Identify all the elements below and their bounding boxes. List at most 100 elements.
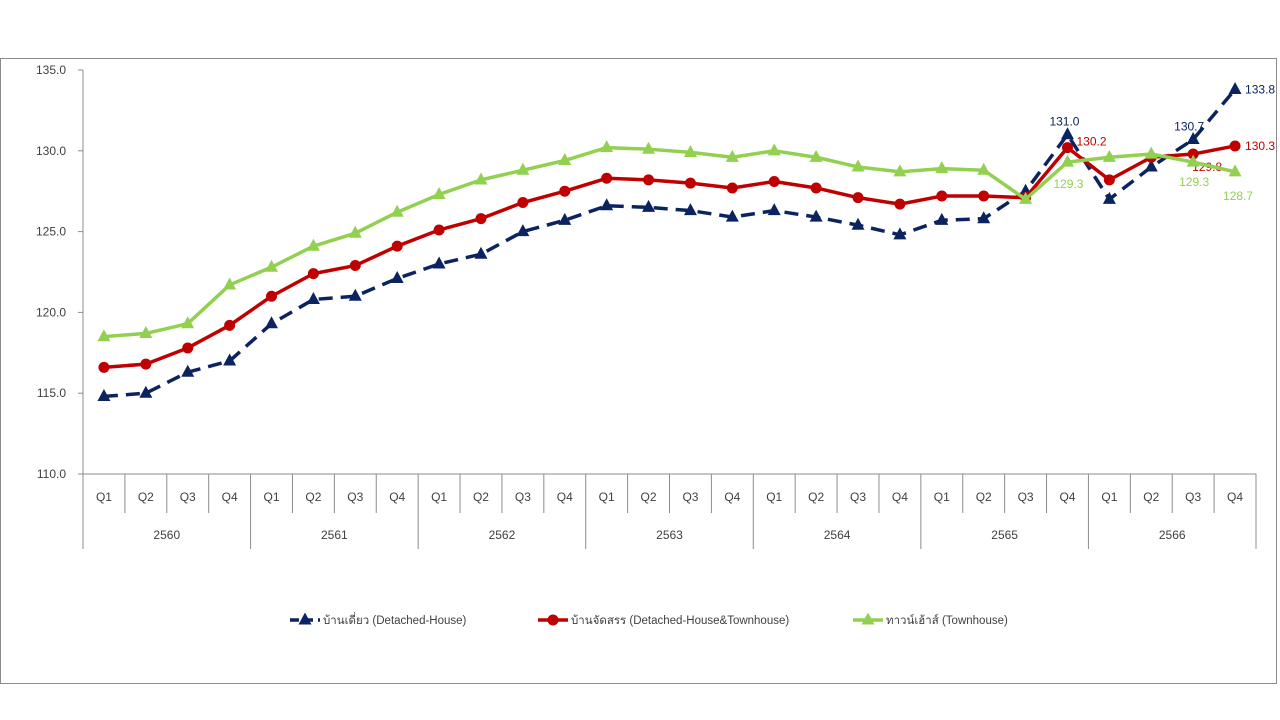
x-tick-label-year: 2563 (656, 528, 683, 542)
legend-marker (547, 614, 559, 626)
series-1-point (390, 271, 404, 284)
series-2-point (936, 190, 948, 202)
series-3-point (474, 172, 488, 185)
x-tick-label-year: 2562 (489, 528, 516, 542)
series-3-point (1102, 149, 1116, 162)
series-2-point (182, 342, 194, 354)
x-tick-label-quarter: Q4 (724, 490, 740, 504)
series-2-point (433, 224, 445, 236)
series-2-point (726, 182, 738, 194)
y-tick-label: 120.0 (36, 305, 66, 319)
data-label: 131.0 (1049, 115, 1079, 129)
series-3-point (223, 277, 237, 290)
x-tick-label-year: 2565 (991, 528, 1018, 542)
series-1-point (1186, 132, 1200, 145)
series-3-point (977, 162, 991, 175)
series-1-point (181, 364, 195, 377)
x-tick-label-quarter: Q1 (431, 490, 447, 504)
series-3-point (1186, 154, 1200, 167)
x-tick-label-quarter: Q4 (1059, 490, 1075, 504)
series-3-point (1060, 154, 1074, 167)
series-3-point (851, 159, 865, 172)
x-tick-label-quarter: Q1 (766, 490, 782, 504)
series-1-point (348, 288, 362, 301)
x-tick-label-quarter: Q1 (934, 490, 950, 504)
series-1-point (516, 224, 530, 237)
data-label: 133.8 (1245, 82, 1275, 96)
y-tick-label: 115.0 (37, 386, 66, 400)
series-1-point (97, 388, 111, 401)
series-3-point (935, 161, 949, 174)
series-3-point (306, 238, 320, 251)
series-2-point (1229, 140, 1241, 152)
x-tick-label-quarter: Q3 (850, 490, 866, 504)
series-2-point (601, 172, 613, 184)
series-2-point (349, 260, 361, 272)
x-tick-label-quarter: Q2 (305, 490, 321, 504)
legend-label: ทาวน์เฮ้าส์ (Townhouse) (886, 613, 1008, 627)
x-tick-label-quarter: Q2 (138, 490, 154, 504)
series-3-point (265, 259, 279, 272)
series-1-point (223, 353, 237, 366)
series-1-point (1060, 127, 1074, 140)
legend-marker (861, 612, 875, 625)
series-3-point (558, 153, 572, 166)
series-2-point (1187, 148, 1199, 160)
series-1-point (1144, 159, 1158, 172)
series-3-point (725, 149, 739, 162)
data-label: 130.7 (1174, 119, 1204, 133)
y-tick-label: 110.0 (37, 467, 66, 481)
series-1-point (851, 217, 865, 230)
x-tick-label-quarter: Q3 (515, 490, 531, 504)
series-1-point (558, 212, 572, 225)
series-2-point (266, 290, 278, 302)
x-tick-label-quarter: Q2 (641, 490, 657, 504)
x-tick-label-quarter: Q2 (808, 490, 824, 504)
x-tick-label-quarter: Q2 (976, 490, 992, 504)
x-tick-label-quarter: Q1 (599, 490, 615, 504)
x-tick-label-quarter: Q1 (96, 490, 112, 504)
series-3-point (390, 204, 404, 217)
series-2-point (475, 213, 487, 225)
series-3-point (683, 144, 697, 157)
x-tick-label-quarter: Q3 (347, 490, 363, 504)
series-2-point (559, 185, 571, 197)
series-2-point (978, 190, 990, 202)
series-3-point (1144, 146, 1158, 159)
series-3-point (642, 141, 656, 154)
x-tick-label-quarter: Q3 (180, 490, 196, 504)
series-3-point (600, 140, 614, 153)
x-tick-label-quarter: Q4 (892, 490, 908, 504)
x-tick-label-year: 2566 (1159, 528, 1186, 542)
series-1-point (600, 198, 614, 211)
series-2-point (684, 177, 696, 189)
data-label: 129.3 (1053, 177, 1083, 191)
series-3-point (516, 162, 530, 175)
y-tick-label: 125.0 (36, 225, 66, 239)
data-label: 128.7 (1223, 189, 1253, 203)
series-line-1 (103, 88, 1237, 399)
x-tick-label-quarter: Q4 (389, 490, 405, 504)
series-1-point (935, 212, 949, 225)
series-3-point (1019, 191, 1033, 204)
series-1-point (1102, 191, 1116, 204)
series-3-point (97, 329, 111, 342)
series-2-point (894, 198, 906, 210)
series-1-point (809, 209, 823, 222)
series-1-point (432, 256, 446, 269)
series-3-point (139, 325, 153, 338)
data-label: 130.3 (1245, 139, 1275, 153)
legend-label: บ้านเดี่ยว (Detached-House) (323, 612, 467, 627)
series-2-point (768, 176, 780, 188)
legend-label: บ้านจัดสรร (Detached-House&Townhouse) (571, 614, 789, 627)
legend-marker (298, 612, 312, 625)
series-2-point (852, 192, 864, 204)
series-3-point (181, 316, 195, 329)
series-3-point (1228, 164, 1242, 177)
series-2-point (140, 358, 152, 370)
series-1-point (265, 316, 279, 329)
series-1-point (642, 199, 656, 212)
series-3-point (893, 164, 907, 177)
x-tick-label-quarter: Q1 (264, 490, 280, 504)
